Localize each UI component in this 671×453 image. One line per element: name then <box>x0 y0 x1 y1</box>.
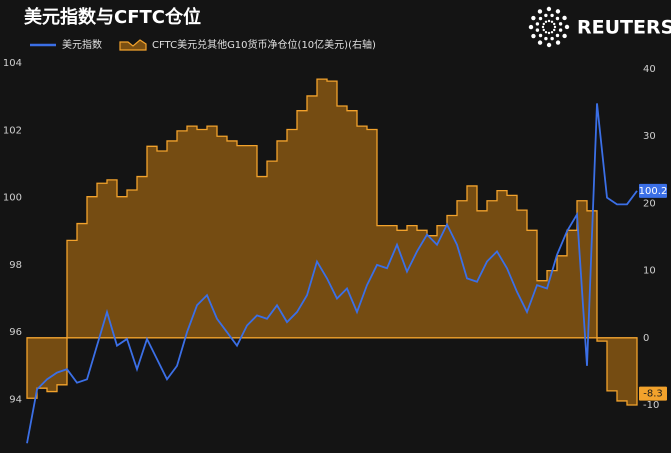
y2-tick-label: -10 <box>643 400 659 411</box>
y-tick-label: 102 <box>3 125 22 136</box>
last-value-box <box>639 183 667 198</box>
logo-dot <box>550 20 554 24</box>
logo-dot <box>542 28 546 32</box>
y-tick-label: 94 <box>9 395 22 406</box>
legend-label: CFTC美元兑其他G10货币净仓位(10亿美元)(右轴) <box>152 38 376 51</box>
logo-dot <box>538 16 543 21</box>
y2-tick-label: 40 <box>643 64 656 75</box>
logo-dot <box>546 42 552 48</box>
logo-dot <box>544 36 548 41</box>
logo-dot <box>537 9 543 14</box>
logo-dot <box>541 25 545 29</box>
y2-tick-label: 30 <box>643 131 656 142</box>
logo <box>528 6 570 48</box>
line <box>26 103 638 444</box>
y-tick-label: 96 <box>9 327 22 338</box>
area <box>26 78 638 406</box>
logo-dot <box>558 28 563 32</box>
logo-dot <box>531 15 536 21</box>
logo-dot <box>550 13 554 18</box>
logo-dot <box>555 9 561 14</box>
logo-text: REUTERS <box>577 17 671 39</box>
legend-swatch <box>119 39 147 51</box>
logo-dot <box>535 28 540 32</box>
logo-dot <box>558 22 563 26</box>
y-tick-label: 104 <box>3 58 22 69</box>
logo-dot <box>555 40 561 45</box>
legend-label: 美元指数 <box>62 38 102 51</box>
logo-dot <box>547 19 551 23</box>
y-tick-label: 100 <box>3 193 22 204</box>
last-value-label: -8.3 <box>643 389 663 400</box>
logo-dot <box>562 33 567 39</box>
logo-dot <box>553 25 557 29</box>
logo-dot <box>552 28 556 32</box>
logo-dot <box>550 30 554 34</box>
logo-dot <box>544 13 548 18</box>
logo-dot <box>547 31 551 35</box>
logo-dot <box>546 6 552 12</box>
y-tick-label: 98 <box>9 260 22 271</box>
logo-dot <box>544 30 548 34</box>
y2-tick-label: 0 <box>643 333 649 344</box>
last-value-label: 100.2 <box>639 186 668 197</box>
logo-dot <box>562 15 567 21</box>
logo-dot <box>542 22 546 26</box>
logo-dot <box>538 33 543 38</box>
logo-dot <box>550 36 554 41</box>
logo-dot <box>555 33 560 38</box>
chart-title: 美元指数与CFTC仓位 <box>24 6 201 28</box>
logo-dot <box>535 22 540 26</box>
last-value-box <box>639 386 667 401</box>
logo-dot <box>564 24 570 30</box>
y2-tick-label: 10 <box>643 266 656 277</box>
logo-dot <box>528 24 534 30</box>
logo-dot <box>544 20 548 24</box>
logo-dot <box>537 40 543 45</box>
y2-tick-label: 20 <box>643 198 656 209</box>
logo-dot <box>531 33 536 39</box>
logo-dot <box>552 22 556 26</box>
logo-dot <box>555 16 560 21</box>
